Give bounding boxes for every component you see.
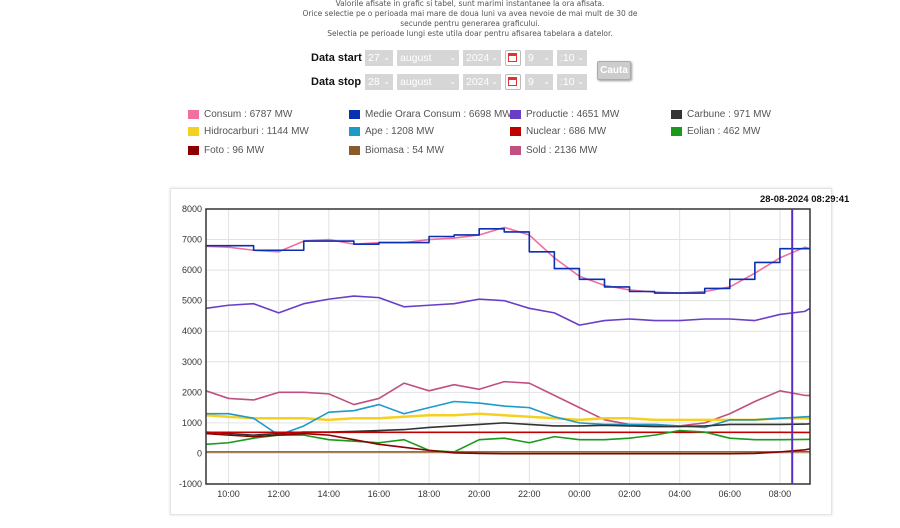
x-tick-label: 00:00 [568,489,591,499]
legend-swatch [349,146,360,155]
series-line-eolian [205,429,811,453]
y-tick-label: 3000 [182,357,202,367]
stop-calendar-icon[interactable] [505,74,521,90]
info-text: Valorile afisate in grafic si tabel, sun… [290,0,650,39]
info-line-2: Orice selectie pe o perioada mai mare de… [302,9,638,28]
y-tick-label: 4000 [182,326,202,336]
series-line-consum [205,226,811,294]
series-line-foto [205,432,811,455]
legend-item[interactable]: Nuclear : 686 MW [510,126,606,137]
legend-item[interactable]: Carbune : 971 MW [671,109,771,120]
legend-item[interactable]: Sold : 2136 MW [510,145,597,156]
stop-label: Data stop [311,76,362,88]
legend-label: Sold : 2136 MW [526,145,598,156]
y-tick-label: 7000 [182,235,202,245]
x-tick-label: 12:00 [267,489,290,499]
start-label: Data start [311,52,362,64]
legend-swatch [188,110,199,119]
legend-swatch [671,127,682,136]
legend-label: Productie : 4651 MW [526,109,620,120]
y-tick-label: 1000 [182,418,202,428]
legend-label: Hidrocarburi : 1144 MW [204,126,309,137]
x-tick-label: 22:00 [518,489,541,499]
y-tick-label: 5000 [182,296,202,306]
y-tick-label: 0 [197,448,202,458]
stop-hour-select[interactable]: 9 ⌄ [525,74,553,90]
legend-label: Medie Orara Consum : 6698 MW [365,109,512,120]
legend-item[interactable]: Medie Orara Consum : 6698 MW [349,109,512,120]
legend-swatch [510,146,521,155]
series-line-hidrocarburi [205,412,811,422]
x-tick-label: 02:00 [618,489,641,499]
legend-label: Nuclear : 686 MW [526,126,607,137]
legend-label: Foto : 96 MW [204,145,265,156]
legend-label: Eolian : 462 MW [687,126,761,137]
start-calendar-icon[interactable] [505,50,521,66]
series-line-productie [205,295,811,326]
start-day-select[interactable]: 27 ⌄ [365,50,393,66]
stop-date-row: Data stop 28 ⌄ august ⌄ 2024 ⌄ 9 ⌄ :10 ⌄ [311,74,587,90]
x-tick-label: 08:00 [769,489,792,499]
legend-item[interactable]: Consum : 6787 MW [188,109,292,120]
x-tick-label: 20:00 [468,489,491,499]
legend-item[interactable]: Eolian : 462 MW [671,126,760,137]
legend-item[interactable]: Biomasa : 54 MW [349,145,444,156]
legend-item[interactable]: Ape : 1208 MW [349,126,434,137]
legend-swatch [349,110,360,119]
search-button[interactable]: Cauta [597,61,631,80]
cursor-timestamp: 28-08-2024 08:29:41 [760,194,850,205]
legend-swatch [188,127,199,136]
stop-year-select[interactable]: 2024 ⌄ [463,74,501,90]
series-line-medie-orara-consum [206,228,810,294]
legend-label: Carbune : 971 MW [687,109,771,120]
legend-item[interactable]: Productie : 4651 MW [510,109,619,120]
x-tick-label: 16:00 [368,489,391,499]
stop-day-select[interactable]: 28 ⌄ [365,74,393,90]
start-minute-select[interactable]: :10 ⌄ [557,50,587,66]
legend-swatch [188,146,199,155]
series-line-ape [206,400,811,436]
stop-month-select[interactable]: august ⌄ [397,74,459,90]
legend-swatch [671,110,682,119]
legend-swatch [510,110,521,119]
x-tick-label: 14:00 [318,489,341,499]
x-tick-label: 06:00 [719,489,742,499]
chart-container [170,188,832,515]
y-tick-label: 2000 [182,387,202,397]
legend-item[interactable]: Hidrocarburi : 1144 MW [188,126,309,137]
legend-label: Consum : 6787 MW [204,109,293,120]
legend-swatch [349,127,360,136]
series-line-sold [205,380,810,427]
start-hour-select[interactable]: 9 ⌄ [525,50,553,66]
x-tick-label: 10:00 [217,489,240,499]
legend-label: Ape : 1208 MW [365,126,434,137]
info-line-1: Valorile afisate in grafic si tabel, sun… [335,0,605,8]
y-tick-label: 6000 [182,265,202,275]
legend-label: Biomasa : 54 MW [365,145,444,156]
plot-frame [205,208,811,485]
start-month-select[interactable]: august ⌄ [397,50,459,66]
start-date-row: Data start 27 ⌄ august ⌄ 2024 ⌄ 9 ⌄ :10 ⌄ [311,50,587,66]
y-tick-label: -1000 [179,479,202,489]
legend-swatch [510,127,521,136]
start-year-select[interactable]: 2024 ⌄ [463,50,501,66]
stop-minute-select[interactable]: :10 ⌄ [557,74,587,90]
y-tick-label: 8000 [182,204,202,214]
info-line-3: Selectia pe perioade lungi este utila do… [327,29,613,38]
legend-item[interactable]: Foto : 96 MW [188,145,264,156]
x-tick-label: 18:00 [418,489,441,499]
x-tick-label: 04:00 [668,489,691,499]
